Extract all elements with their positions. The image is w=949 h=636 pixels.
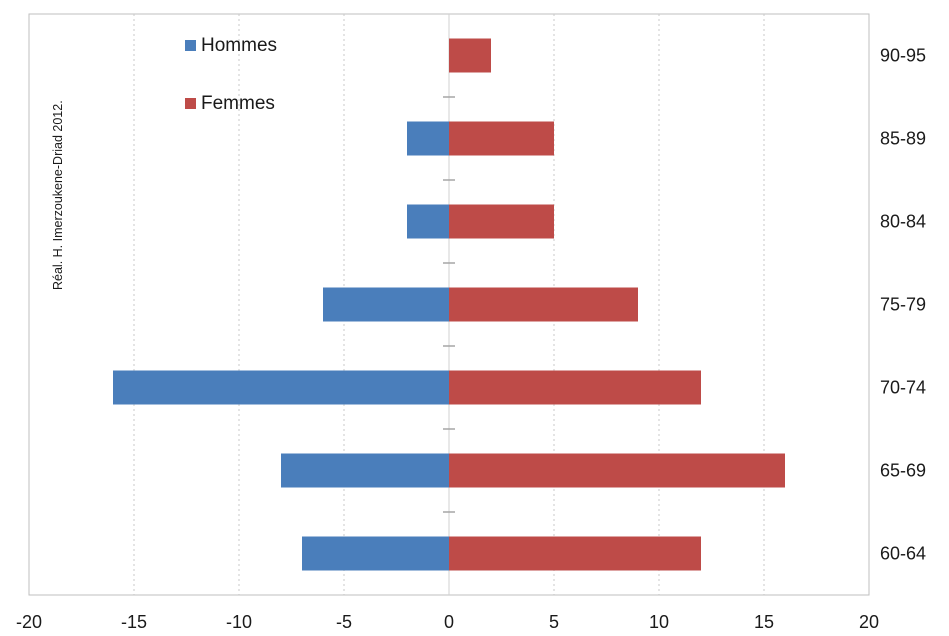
x-tick-label-10: 10 [649, 612, 669, 632]
legend: Hommes Femmes [185, 35, 277, 114]
bar-femmes-60-64 [449, 536, 701, 571]
bar-hommes-85-89 [407, 121, 449, 156]
y-tick-label-85-89: 85-89 [880, 129, 926, 149]
bar-hommes-60-64 [302, 536, 449, 571]
x-tick-label-0: 0 [444, 612, 454, 632]
bar-hommes-75-79 [323, 287, 449, 322]
x-tick-label-5: -5 [336, 612, 352, 632]
y-tick-label-90-95: 90-95 [880, 46, 926, 66]
bar-femmes-65-69 [449, 453, 785, 488]
bars [113, 38, 785, 571]
y-tick-label-60-64: 60-64 [880, 544, 926, 564]
bar-femmes-70-74 [449, 370, 701, 405]
bar-femmes-90-95 [449, 38, 491, 73]
bar-femmes-75-79 [449, 287, 638, 322]
y-tick-label-65-69: 65-69 [880, 461, 926, 481]
bar-hommes-70-74 [113, 370, 449, 405]
legend-label-hommes: Hommes [201, 35, 277, 56]
x-tick-label-15: -15 [121, 612, 147, 632]
y-tick-labels: 60-64 65-69 70-74 75-79 80-84 85-89 90-95 [880, 46, 926, 564]
legend-swatch-hommes [185, 40, 196, 51]
y-tick-label-80-84: 80-84 [880, 212, 926, 232]
y-tick-label-70-74: 70-74 [880, 378, 926, 398]
bar-hommes-65-69 [281, 453, 449, 488]
x-tick-label-15: 15 [754, 612, 774, 632]
credit-annotation: Réal. H. Imerzoukene-Driad 2012. [51, 100, 65, 290]
bar-femmes-85-89 [449, 121, 554, 156]
x-tick-label-20: 20 [859, 612, 879, 632]
y-tick-label-75-79: 75-79 [880, 295, 926, 315]
x-tick-label-5: 5 [549, 612, 559, 632]
legend-swatch-femmes [185, 98, 196, 109]
x-tick-label-10: -10 [226, 612, 252, 632]
x-tick-labels: -20 -15 -10 -5 0 5 10 15 20 [16, 612, 879, 632]
bar-femmes-80-84 [449, 204, 554, 239]
bar-hommes-80-84 [407, 204, 449, 239]
x-tick-label-20: -20 [16, 612, 42, 632]
legend-label-femmes: Femmes [201, 93, 275, 114]
